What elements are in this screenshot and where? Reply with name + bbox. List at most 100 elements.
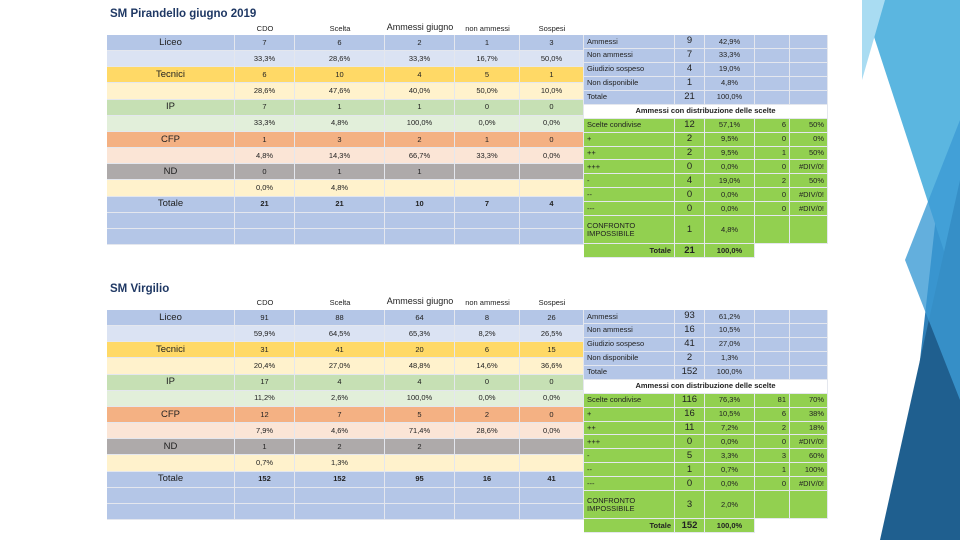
table-cell: 20,4% <box>235 358 295 375</box>
table-cell <box>107 115 235 132</box>
table-cell <box>755 337 790 352</box>
table-cell: 61,2% <box>705 310 755 324</box>
table-cell: 5 <box>455 67 520 84</box>
table-cell: 16 <box>675 407 705 422</box>
table-cell <box>755 310 790 324</box>
table-cell: 1 <box>755 463 790 478</box>
table-cell: #DIV/0! <box>790 160 828 175</box>
table-cell: 2,6% <box>295 390 385 407</box>
table-cell <box>107 180 235 197</box>
table-cell: 0,0% <box>705 160 755 175</box>
table-cell: Non ammessi <box>584 323 675 338</box>
table-cell: 0,0% <box>455 115 520 132</box>
table-cell: 26 <box>520 310 584 327</box>
table-cell: 152 <box>675 365 705 380</box>
table-cell: 15 <box>520 342 584 359</box>
table-cell <box>455 503 520 520</box>
table-cell <box>790 365 828 380</box>
table-cell: 100% <box>790 463 828 478</box>
table-cell <box>295 228 385 245</box>
table-cell: 3 <box>520 35 584 52</box>
table-cell: 0 <box>755 160 790 175</box>
table-cell: 1,3% <box>295 455 385 472</box>
table-cell: 3 <box>675 491 705 520</box>
table-cell <box>385 487 455 504</box>
table-cell: 0,0% <box>520 148 584 165</box>
table-cell: 40,0% <box>385 83 455 100</box>
table-cell <box>455 487 520 504</box>
table-cell <box>790 35 828 49</box>
table-cell: 21 <box>675 90 705 105</box>
table-cell: 9,5% <box>705 146 755 161</box>
table-cell <box>755 62 790 77</box>
table-cell <box>107 51 235 68</box>
table-cell: + <box>584 407 675 422</box>
table-cell: 1 <box>675 216 705 245</box>
table-cell: Totale <box>584 365 675 380</box>
table-cell: 33,3% <box>705 48 755 63</box>
table-cell <box>385 503 455 520</box>
table-cell <box>520 503 584 520</box>
table-cell <box>455 455 520 472</box>
table-cell: 1 <box>675 463 705 478</box>
table-cell: 100,0% <box>705 365 755 380</box>
table-cell: 2 <box>755 421 790 436</box>
table-cell: 41 <box>520 471 584 488</box>
table-cell: 0 <box>455 99 520 116</box>
table-cell: - <box>584 449 675 464</box>
table-cell: 10 <box>385 196 455 213</box>
table-cell: 0,7% <box>235 455 295 472</box>
table-cell: 4,8% <box>295 115 385 132</box>
table-cell <box>520 164 584 181</box>
table-cell: -- <box>584 463 675 478</box>
row-label: CFP <box>107 406 235 424</box>
table-cell <box>385 212 455 229</box>
table-cell: Giudizio sospeso <box>584 62 675 77</box>
table-cell: 17 <box>235 374 295 391</box>
table-cell: 4,6% <box>295 423 385 440</box>
table-cell: #DIV/0! <box>790 477 828 492</box>
table-cell: 7,9% <box>235 423 295 440</box>
table-cell: 1 <box>455 35 520 52</box>
table-cell: 4,8% <box>295 180 385 197</box>
table-cell: 1 <box>235 439 295 456</box>
table-cell: 0,0% <box>705 188 755 203</box>
decor-triangle <box>905 120 960 400</box>
table-cell: 28,6% <box>295 51 385 68</box>
table-cell: 100,0% <box>705 244 755 258</box>
table-cell <box>520 180 584 197</box>
table-cell: 100,0% <box>385 390 455 407</box>
table-cell: 14,3% <box>295 148 385 165</box>
table-cell: 4,8% <box>235 148 295 165</box>
table-cell: 0,0% <box>520 390 584 407</box>
table-cell <box>755 35 790 49</box>
table-cell: 7 <box>235 35 295 52</box>
table-cell: Ammessi <box>584 310 675 324</box>
table-cell: 12 <box>675 118 705 133</box>
table-cell: CONFRONTO IMPOSSIBILE <box>584 216 675 245</box>
table-cell: 0,7% <box>705 463 755 478</box>
table-cell: 3,3% <box>705 449 755 464</box>
table-cell: 2 <box>295 439 385 456</box>
table-cell: 0 <box>755 202 790 217</box>
table-cell: 81 <box>755 393 790 408</box>
decor-triangle <box>862 0 885 80</box>
table-cell <box>385 180 455 197</box>
table-cell <box>385 455 455 472</box>
table-cell: 41 <box>295 342 385 359</box>
table-cell <box>790 491 828 520</box>
table-cell: Totale <box>584 90 675 105</box>
table-cell: 100,0% <box>385 115 455 132</box>
table-cell: 16,7% <box>455 51 520 68</box>
table-cell: 5 <box>675 449 705 464</box>
table-cell: 0,0% <box>455 390 520 407</box>
table-cell: 0,0% <box>235 180 295 197</box>
table-cell: 70% <box>790 393 828 408</box>
table-cell <box>520 439 584 456</box>
table-cell: 9,5% <box>705 132 755 147</box>
row-label: Liceo <box>107 310 235 327</box>
column-header: Sospesi <box>538 298 566 307</box>
table-cell: 18% <box>790 421 828 436</box>
table-cell: 2 <box>385 439 455 456</box>
